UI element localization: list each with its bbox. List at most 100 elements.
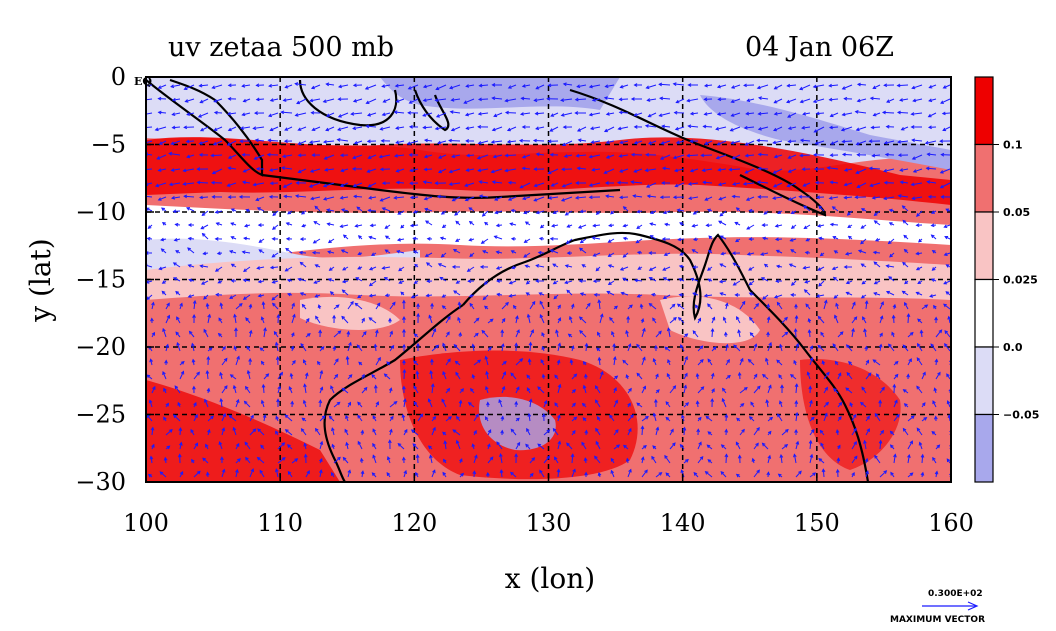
wind-vector [394,154,405,157]
wind-vector-head [526,427,530,432]
wind-vector [583,385,587,394]
wind-vector-head [478,180,483,184]
wind-vector [758,126,769,130]
wind-vector [851,441,857,450]
wind-vector-head [294,82,299,86]
wind-vector-head [150,317,154,322]
wind-vector-head [448,138,453,143]
wind-vector-head [539,224,544,229]
wind-vector-head [604,84,609,89]
wind-vector-head [180,360,185,365]
wind-vector [151,386,156,394]
wind-vector-head [919,329,924,334]
wind-vector-head [465,168,470,172]
wind-vector [202,457,209,464]
wind-vector-head [757,111,762,116]
wind-vector [803,266,811,269]
wind-vector-head [865,470,869,475]
wind-vector [527,314,531,324]
wind-vector-head [201,212,206,217]
wind-vector [479,84,489,87]
wind-vector-head [219,302,224,307]
wind-vector-head [386,361,391,365]
wind-vector-head [477,359,482,364]
wind-vector-head [504,110,509,115]
wind-vector [677,303,685,310]
wind-vector-head [538,236,543,241]
wind-vector [916,210,923,217]
wind-vector-head [906,373,910,378]
wind-vector-head [170,141,175,145]
wind-vector-head [294,458,299,462]
wind-vector [844,168,853,171]
wind-vector [787,182,797,187]
wind-vector-head [386,472,391,476]
wind-vector-head [245,208,250,213]
wind-vector-head [645,416,649,420]
wind-vector-head [870,125,875,130]
wind-vector [185,98,195,103]
wind-vector [438,263,447,268]
wind-vector-head [824,412,828,417]
wind-vector-head [147,473,152,478]
wind-vector [333,401,341,408]
wind-vector [907,358,912,366]
wind-vector-head [368,282,373,287]
wind-vector [757,181,769,184]
wind-vector-head [662,277,667,281]
wind-vector [255,196,265,201]
wind-vector-head [763,263,768,268]
wind-vector-head [665,416,670,421]
wind-vector-head [471,343,476,348]
wind-vector-head [684,355,688,360]
wind-vector [396,181,405,184]
wind-vector-head [187,264,192,268]
wind-vector-head [590,140,595,144]
wind-vector-head [871,153,876,158]
wind-vector-head [717,167,722,172]
wind-vector-head [284,429,289,433]
wind-vector [761,252,769,256]
wind-vector-head [171,97,176,102]
wind-vector [589,112,601,116]
wind-vector [375,357,381,366]
wind-vector-head [348,374,353,378]
wind-vector [807,372,811,380]
wind-vector-head [671,303,676,308]
wind-vector [858,250,867,254]
wind-vector-head [718,279,723,284]
wind-vector [704,112,713,115]
wind-vector [243,98,251,102]
wind-vector-head [422,98,427,102]
wind-vector [804,289,811,296]
wind-vector-head [226,142,231,146]
wind-vector [900,98,909,101]
wind-vector-head [556,359,561,364]
wind-vector [193,414,198,422]
wind-vector-head [419,413,423,418]
wind-vector-head [395,168,400,173]
wind-vector [598,357,601,366]
wind-vector [912,154,923,160]
wind-vector-head [330,472,335,476]
wind-vector-head [521,125,526,129]
wind-vector-head [684,372,688,377]
wind-vector-head [896,83,901,88]
wind-vector-head [230,208,235,212]
wind-vector [907,454,910,464]
wind-vector-head [296,100,301,105]
wind-vector-head [768,384,772,389]
wind-vector-head [794,314,799,319]
wind-vector-head [299,261,304,266]
wind-vector-head [269,98,274,102]
wind-vector [857,98,867,102]
wind-vector-head [860,225,865,229]
wind-vector-head [193,401,197,406]
wind-vector-head [802,112,807,116]
wind-vector-head [815,195,820,200]
wind-vector [437,140,447,144]
wind-vector-head [288,386,293,391]
wind-vector [176,342,181,352]
wind-vector [417,413,423,422]
wind-vector-head [872,359,877,363]
